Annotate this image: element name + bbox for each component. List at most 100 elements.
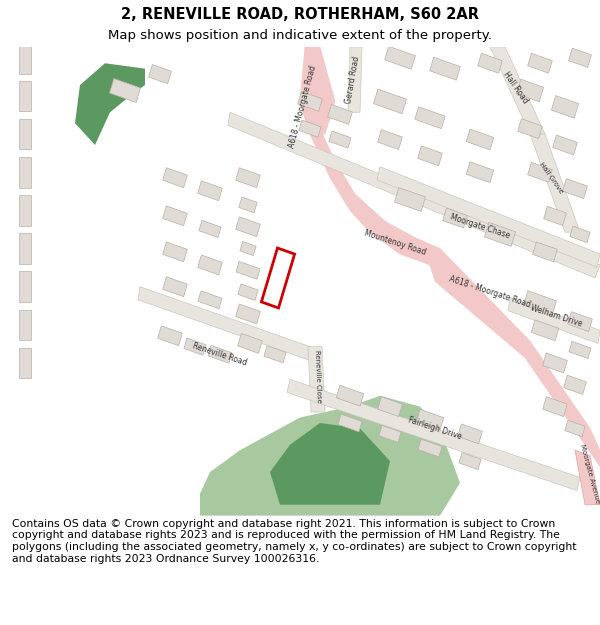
Polygon shape (348, 47, 362, 112)
Bar (563, 375, 586, 394)
Bar (377, 397, 403, 416)
Text: Reneville Road: Reneville Road (191, 341, 248, 367)
Text: Contains OS data © Crown copyright and database right 2021. This information is : Contains OS data © Crown copyright and d… (12, 519, 577, 564)
Polygon shape (430, 249, 600, 467)
Bar (416, 409, 444, 430)
Text: Moorgate Avenue: Moorgate Avenue (579, 444, 600, 504)
Bar (338, 414, 362, 432)
Text: Reneville Close: Reneville Close (314, 349, 322, 403)
Bar (377, 129, 403, 149)
Polygon shape (138, 287, 310, 360)
Text: Moorgate Chase: Moorgate Chase (449, 213, 511, 241)
Bar (551, 96, 578, 118)
Bar (208, 346, 232, 363)
Bar (19, 195, 31, 226)
Bar (527, 162, 553, 182)
Text: Hall Road: Hall Road (502, 69, 530, 105)
Bar (517, 79, 544, 102)
Bar (518, 119, 542, 139)
Text: Fairleigh Drive: Fairleigh Drive (407, 416, 463, 441)
Bar (466, 162, 494, 182)
Bar (163, 277, 187, 297)
Text: Gerard Road: Gerard Road (344, 55, 362, 104)
Text: Map shows position and indicative extent of the property.: Map shows position and indicative extent… (108, 29, 492, 42)
Bar (238, 284, 258, 301)
Bar (568, 312, 592, 331)
Bar (262, 248, 295, 308)
Bar (418, 439, 442, 457)
Bar (533, 242, 557, 262)
Text: Mountenoy Road: Mountenoy Road (363, 229, 427, 258)
Bar (19, 157, 31, 188)
Bar (240, 241, 256, 256)
Bar (236, 261, 260, 279)
Bar (542, 397, 568, 416)
Bar (19, 41, 31, 74)
Bar (198, 291, 222, 309)
Bar (379, 426, 401, 442)
Bar (19, 233, 31, 264)
Bar (236, 217, 260, 237)
Polygon shape (300, 47, 335, 134)
Bar (443, 208, 467, 228)
Polygon shape (300, 85, 440, 265)
Polygon shape (530, 134, 580, 232)
Text: A618 - Moorgate Road: A618 - Moorgate Road (287, 64, 319, 149)
Bar (19, 119, 31, 149)
Bar (197, 181, 223, 201)
Circle shape (302, 436, 358, 497)
Polygon shape (270, 423, 390, 505)
Polygon shape (287, 379, 580, 491)
Bar (236, 168, 260, 187)
Circle shape (277, 463, 313, 503)
Bar (395, 188, 425, 211)
Bar (298, 91, 322, 111)
Bar (565, 420, 585, 437)
Bar (569, 48, 592, 68)
Bar (459, 452, 481, 469)
Bar (163, 168, 187, 187)
Bar (149, 64, 172, 84)
Bar (163, 242, 187, 262)
Polygon shape (75, 63, 145, 145)
Polygon shape (308, 347, 325, 412)
Bar (563, 179, 587, 199)
Bar (570, 226, 590, 242)
Bar (199, 221, 221, 238)
Text: Hall Grove: Hall Grove (538, 161, 564, 194)
Bar (553, 135, 577, 155)
Polygon shape (228, 112, 600, 278)
Bar (158, 326, 182, 346)
Bar (19, 271, 31, 302)
Bar (239, 197, 257, 213)
Bar (110, 79, 140, 102)
Text: 2, RENEVILLE ROAD, ROTHERHAM, S60 2AR: 2, RENEVILLE ROAD, ROTHERHAM, S60 2AR (121, 7, 479, 22)
Polygon shape (377, 167, 600, 267)
Polygon shape (490, 47, 545, 134)
Bar (328, 104, 352, 124)
Bar (163, 206, 187, 226)
Text: A618 - Moorgate Road: A618 - Moorgate Road (448, 275, 532, 309)
Bar (418, 146, 442, 166)
Bar (466, 129, 494, 150)
Bar (485, 222, 515, 246)
Bar (329, 131, 351, 148)
Bar (527, 53, 553, 73)
Bar (184, 338, 206, 355)
Bar (374, 89, 406, 114)
Bar (19, 348, 31, 378)
Bar (415, 107, 445, 129)
Bar (19, 81, 31, 111)
Bar (299, 120, 321, 137)
Bar (236, 304, 260, 324)
Polygon shape (508, 298, 600, 343)
Bar (569, 341, 591, 359)
Text: Welham Drive: Welham Drive (529, 304, 583, 329)
Bar (336, 385, 364, 406)
Bar (542, 353, 568, 373)
Bar (430, 58, 460, 80)
Bar (19, 309, 31, 340)
Bar (478, 53, 502, 73)
Bar (238, 334, 262, 353)
Bar (264, 346, 286, 363)
